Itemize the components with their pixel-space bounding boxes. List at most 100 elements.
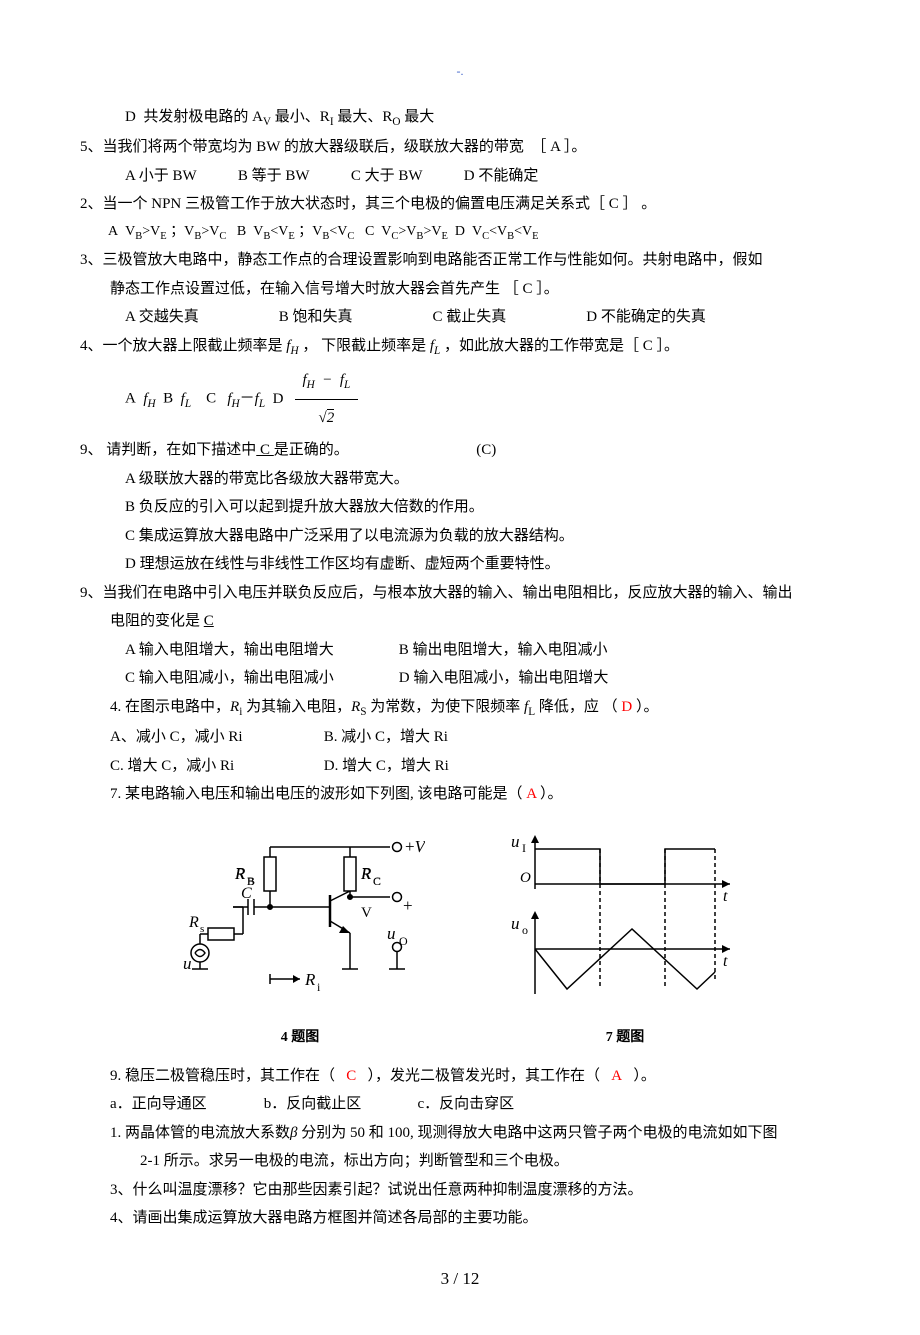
svg-text:u: u (387, 924, 396, 943)
figures-row: +V C R B R C (80, 829, 840, 1052)
q1-stem2: 2-1 所示。求另一电极的电流，标出方向；判断管型和三个电极。 (80, 1147, 840, 1176)
svg-text:+V: +V (405, 837, 425, 856)
q9b-stem2: 电阻的变化是 C (80, 607, 840, 636)
q4b-stem: 4. 在图示电路中，Ri 为其输入电阻，RS 为常数，为使下限频率 fL 降低，… (80, 693, 840, 723)
q5-blank: ［ A ］。 (531, 139, 586, 155)
q3-optA: A 交越失真 (125, 303, 275, 332)
q9a-stem-underline: C (256, 442, 274, 458)
svg-text:u: u (183, 954, 192, 973)
q3-optD: D 不能确定的失真 (586, 309, 706, 325)
q9a-optB: B 负反应的引入可以起到提升放大器放大倍数的作用。 (80, 493, 840, 522)
q4-options: A fH B fL C fH－fL D fH − fL √2 (80, 362, 840, 436)
q1-stem1: 1. 两晶体管的电流放大系数β 分别为 50 和 100, 现测得放大电路中这两… (80, 1119, 840, 1148)
q4-optC: C fH－fL (206, 391, 265, 407)
option-d-text: D 共发射极电路的 AV 最小、RI 最大、RO 最大 (80, 103, 840, 133)
q2-optD: D VC<VB<VE (455, 224, 539, 239)
q9a-stem: 9、 请判断，在如下描述中 C 是正确的。 (C) (80, 436, 840, 465)
q4b-row1: A、减小 C，减小 Ri B. 减小 C，增大 Ri (80, 723, 840, 752)
q4b-optA: A、减小 C，减小 Ri (110, 723, 320, 752)
q7-stem-pre: 7. 某电路输入电压和输出电压的波形如下列图, 该电路可能是（ (110, 786, 526, 802)
q7-stem: 7. 某电路输入电压和输出电压的波形如下列图, 该电路可能是（ A ）。 (80, 780, 840, 809)
q3-optB: B 饱和失真 (279, 303, 429, 332)
q4c-text: 4、请画出集成运算放大器电路方框图并简述各局部的主要功能。 (80, 1204, 840, 1233)
q3-stem1: 3、三极管放大电路中，静态工作点的合理设置影响到电路能否正常工作与性能如何。共射… (80, 246, 840, 275)
svg-text:u: u (511, 914, 520, 933)
svg-text:R: R (360, 864, 372, 883)
q9b-optD: D 输入电阻减小，输出电阻增大 (399, 670, 609, 686)
q5-stem-text: 5、当我们将两个带宽均为 BW 的放大器级联后，级联放大器的带宽 (80, 139, 524, 155)
header-mark: -. (80, 60, 840, 83)
q9a-answer: (C) (476, 442, 496, 458)
svg-text:R: R (304, 970, 316, 989)
q9a-optD: D 理想运放在线性与非线性工作区均有虚断、虚短两个重要特性。 (80, 550, 840, 579)
q9a-stem-post: 是正确的。 (274, 442, 349, 458)
q4-optD: D fH − fL √2 (273, 391, 358, 407)
q4b-optB: B. 减小 C，增大 Ri (324, 729, 448, 745)
q9a-optC: C 集成运算放大器电路中广泛采用了以电流源为负载的放大器结构。 (80, 522, 840, 551)
figure-waveform: uI O t uo t 7 题图 (505, 829, 745, 1052)
waveform-diagram: uI O t uo t (505, 829, 745, 1009)
circuit-diagram: +V C R B R C (175, 829, 425, 1009)
q9c-optC: c．反向击穿区 (418, 1096, 515, 1112)
figure-circuit: +V C R B R C (175, 829, 425, 1052)
q9c-stem: 9. 稳压二极管稳压时，其工作在（ C ），发光二极管发光时，其工作在（ A ）… (80, 1062, 840, 1091)
svg-text:V: V (361, 905, 372, 921)
q9b-optB: B 输出电阻增大，输入电阻减小 (399, 642, 608, 658)
q7-stem-post: ）。 (536, 786, 562, 802)
q4-stem-mid: ， 下限截止频率是 (302, 338, 426, 354)
q9c-stem-post: ）。 (633, 1068, 656, 1084)
q9a-stem-pre: 9、 请判断，在如下描述中 (80, 442, 256, 458)
q9c-answer2: A (611, 1068, 622, 1084)
q9b-row2: C 输入电阻减小，输出电阻减小 D 输入电阻减小，输出电阻增大 (80, 664, 840, 693)
q3b-text: 3、什么叫温度漂移？它由那些因素引起？试说出任意两种抑制温度漂移的方法。 (80, 1176, 840, 1205)
q4-stem: 4、一个放大器上限截止频率是 fH ， 下限截止频率是 fL ，如此放大器的工作… (80, 332, 840, 362)
q9b-optC: C 输入电阻减小，输出电阻减小 (125, 664, 395, 693)
q4b-optC: C. 增大 C，减小 Ri (110, 752, 320, 781)
q7-answer: A (526, 786, 536, 802)
svg-text:u: u (511, 832, 520, 851)
waveform-caption: 7 题图 (505, 1025, 745, 1052)
q9b-optA: A 输入电阻增大，输出电阻增大 (125, 636, 395, 665)
q4-optA: A fH (125, 391, 156, 407)
svg-text:R: R (234, 864, 246, 883)
q9c-optA: a．正向导通区 (110, 1090, 260, 1119)
q4-optB: B fL (163, 391, 191, 407)
q4b-answer: D (621, 699, 632, 715)
q5-optB: B 等于 BW (238, 162, 310, 191)
q5-optC: C 大于 BW (351, 162, 423, 191)
q5-optD: D 不能确定 (464, 162, 539, 191)
q1-stem1-post: 分别为 50 和 100, 现测得放大电路中这两只管子两个电极的电流如如下图 (298, 1125, 778, 1141)
q2-optC: C VC>VB>VE (365, 224, 448, 239)
q2-options: A VB>VE ；VB>VC B VB<VE ；VB<VC C VC>VB>VE… (80, 219, 840, 247)
q9b-row1: A 输入电阻增大，输出电阻增大 B 输出电阻增大，输入电阻减小 (80, 636, 840, 665)
q1-stem1-pre: 1. 两晶体管的电流放大系数 (110, 1125, 290, 1141)
svg-text:t: t (723, 953, 728, 970)
q4b-row2: C. 增大 C，减小 Ri D. 增大 C，增大 Ri (80, 752, 840, 781)
q2-optA: A VB>VE ；VB>VC (108, 224, 226, 239)
q5-optA: A 小于 BW (125, 162, 197, 191)
q9b-stem2-underline: C (204, 613, 214, 629)
q9c-options: a．正向导通区 b．反向截止区 c．反向击穿区 (80, 1090, 840, 1119)
svg-text:I: I (522, 841, 526, 855)
svg-text:s: s (200, 923, 204, 935)
q4-stem-pre: 4、一个放大器上限截止频率是 (80, 338, 283, 354)
q4-stem-post: ，如此放大器的工作带宽是［ C ］。 (444, 338, 679, 354)
q2-stem: 2、当一个 NPN 三极管工作于放大状态时，其三个电极的偏置电压满足关系式［ C… (80, 190, 840, 219)
circuit-caption: 4 题图 (175, 1025, 425, 1052)
svg-text:O: O (520, 870, 531, 886)
q9c-stem-pre: 9. 稳压二极管稳压时，其工作在（ (110, 1068, 335, 1084)
q3-optC: C 截止失真 (433, 303, 583, 332)
q3-options: A 交越失真 B 饱和失真 C 截止失真 D 不能确定的失真 (80, 303, 840, 332)
svg-text:C: C (373, 874, 381, 888)
svg-text:o: o (522, 923, 528, 937)
q9b-stem2-pre: 电阻的变化是 (110, 613, 204, 629)
page-number: 3 / 12 (80, 1263, 840, 1295)
svg-text:C: C (241, 885, 252, 902)
q9c-answer1: C (346, 1068, 356, 1084)
q4b-optD: D. 增大 C，增大 Ri (324, 758, 449, 774)
q1-beta: β (290, 1125, 297, 1141)
q9c-stem-mid: ），发光二极管发光时，其工作在（ (368, 1068, 601, 1084)
q5-options: A 小于 BW B 等于 BW C 大于 BW D 不能确定 (80, 162, 840, 191)
svg-text:t: t (723, 888, 728, 905)
svg-text:R: R (188, 914, 199, 931)
